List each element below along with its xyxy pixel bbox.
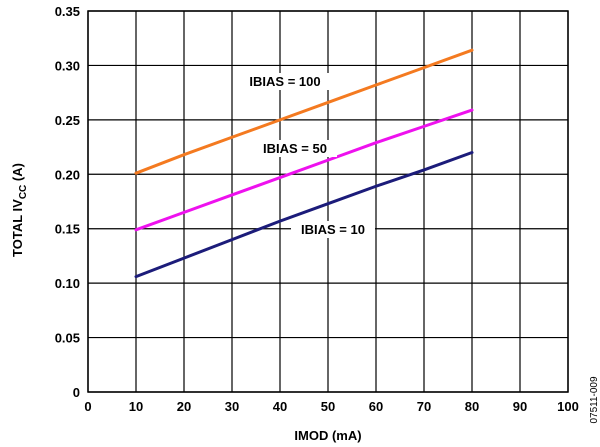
y-tick-label: 0.35: [55, 4, 80, 19]
series-line: [134, 151, 474, 279]
series-label-bg: [253, 140, 337, 157]
x-tick-label: 0: [84, 399, 91, 414]
y-tick-label: 0.25: [55, 113, 80, 128]
y-tick-label: 0.10: [55, 276, 80, 291]
y-tick-label: 0.15: [55, 222, 80, 237]
x-tick-label: 30: [225, 399, 239, 414]
y-tick-label: 0.30: [55, 58, 80, 73]
x-tick-label: 100: [557, 399, 579, 414]
y-axis-label-main: TOTAL IV: [10, 199, 25, 257]
y-axis-label-unit: (A): [10, 163, 25, 185]
series-line: [134, 48, 474, 175]
x-tick-label: 40: [273, 399, 287, 414]
series-label-bg: [239, 73, 331, 90]
x-tick-label: 70: [417, 399, 431, 414]
series-label: IBIAS = 100: [249, 74, 320, 89]
grid: [87, 10, 569, 393]
x-tick-label: 50: [321, 399, 335, 414]
series-label: IBIAS = 10: [301, 222, 365, 237]
y-tick-label: 0.20: [55, 167, 80, 182]
x-axis-label: IMOD (mA): [294, 428, 361, 443]
series-lines: [134, 48, 474, 279]
series-label-bg: [291, 221, 375, 238]
x-tick-label: 20: [177, 399, 191, 414]
x-tick-label: 60: [369, 399, 383, 414]
series-labels: IBIAS = 100 IBIAS = 50 IBIAS = 10: [239, 73, 375, 238]
y-tick-label: 0.05: [55, 331, 80, 346]
y-axis-label: TOTAL IVCC (A): [10, 163, 29, 257]
x-tick-label: 10: [129, 399, 143, 414]
x-tick-label: 90: [513, 399, 527, 414]
plot-frame: [87, 10, 569, 393]
y-tick-label: 0: [73, 385, 80, 400]
series-label: IBIAS = 50: [263, 141, 327, 156]
y-axis-label-sub: CC: [18, 185, 29, 199]
series-line: [134, 108, 474, 232]
x-tick-label: 80: [465, 399, 479, 414]
tick-labels: 0 10 20 30 40 50 60 70 80 90 100 0 0.05 0.10 0.15 0.20 0…: [55, 4, 579, 414]
figure-id: 07511-009: [589, 376, 600, 424]
